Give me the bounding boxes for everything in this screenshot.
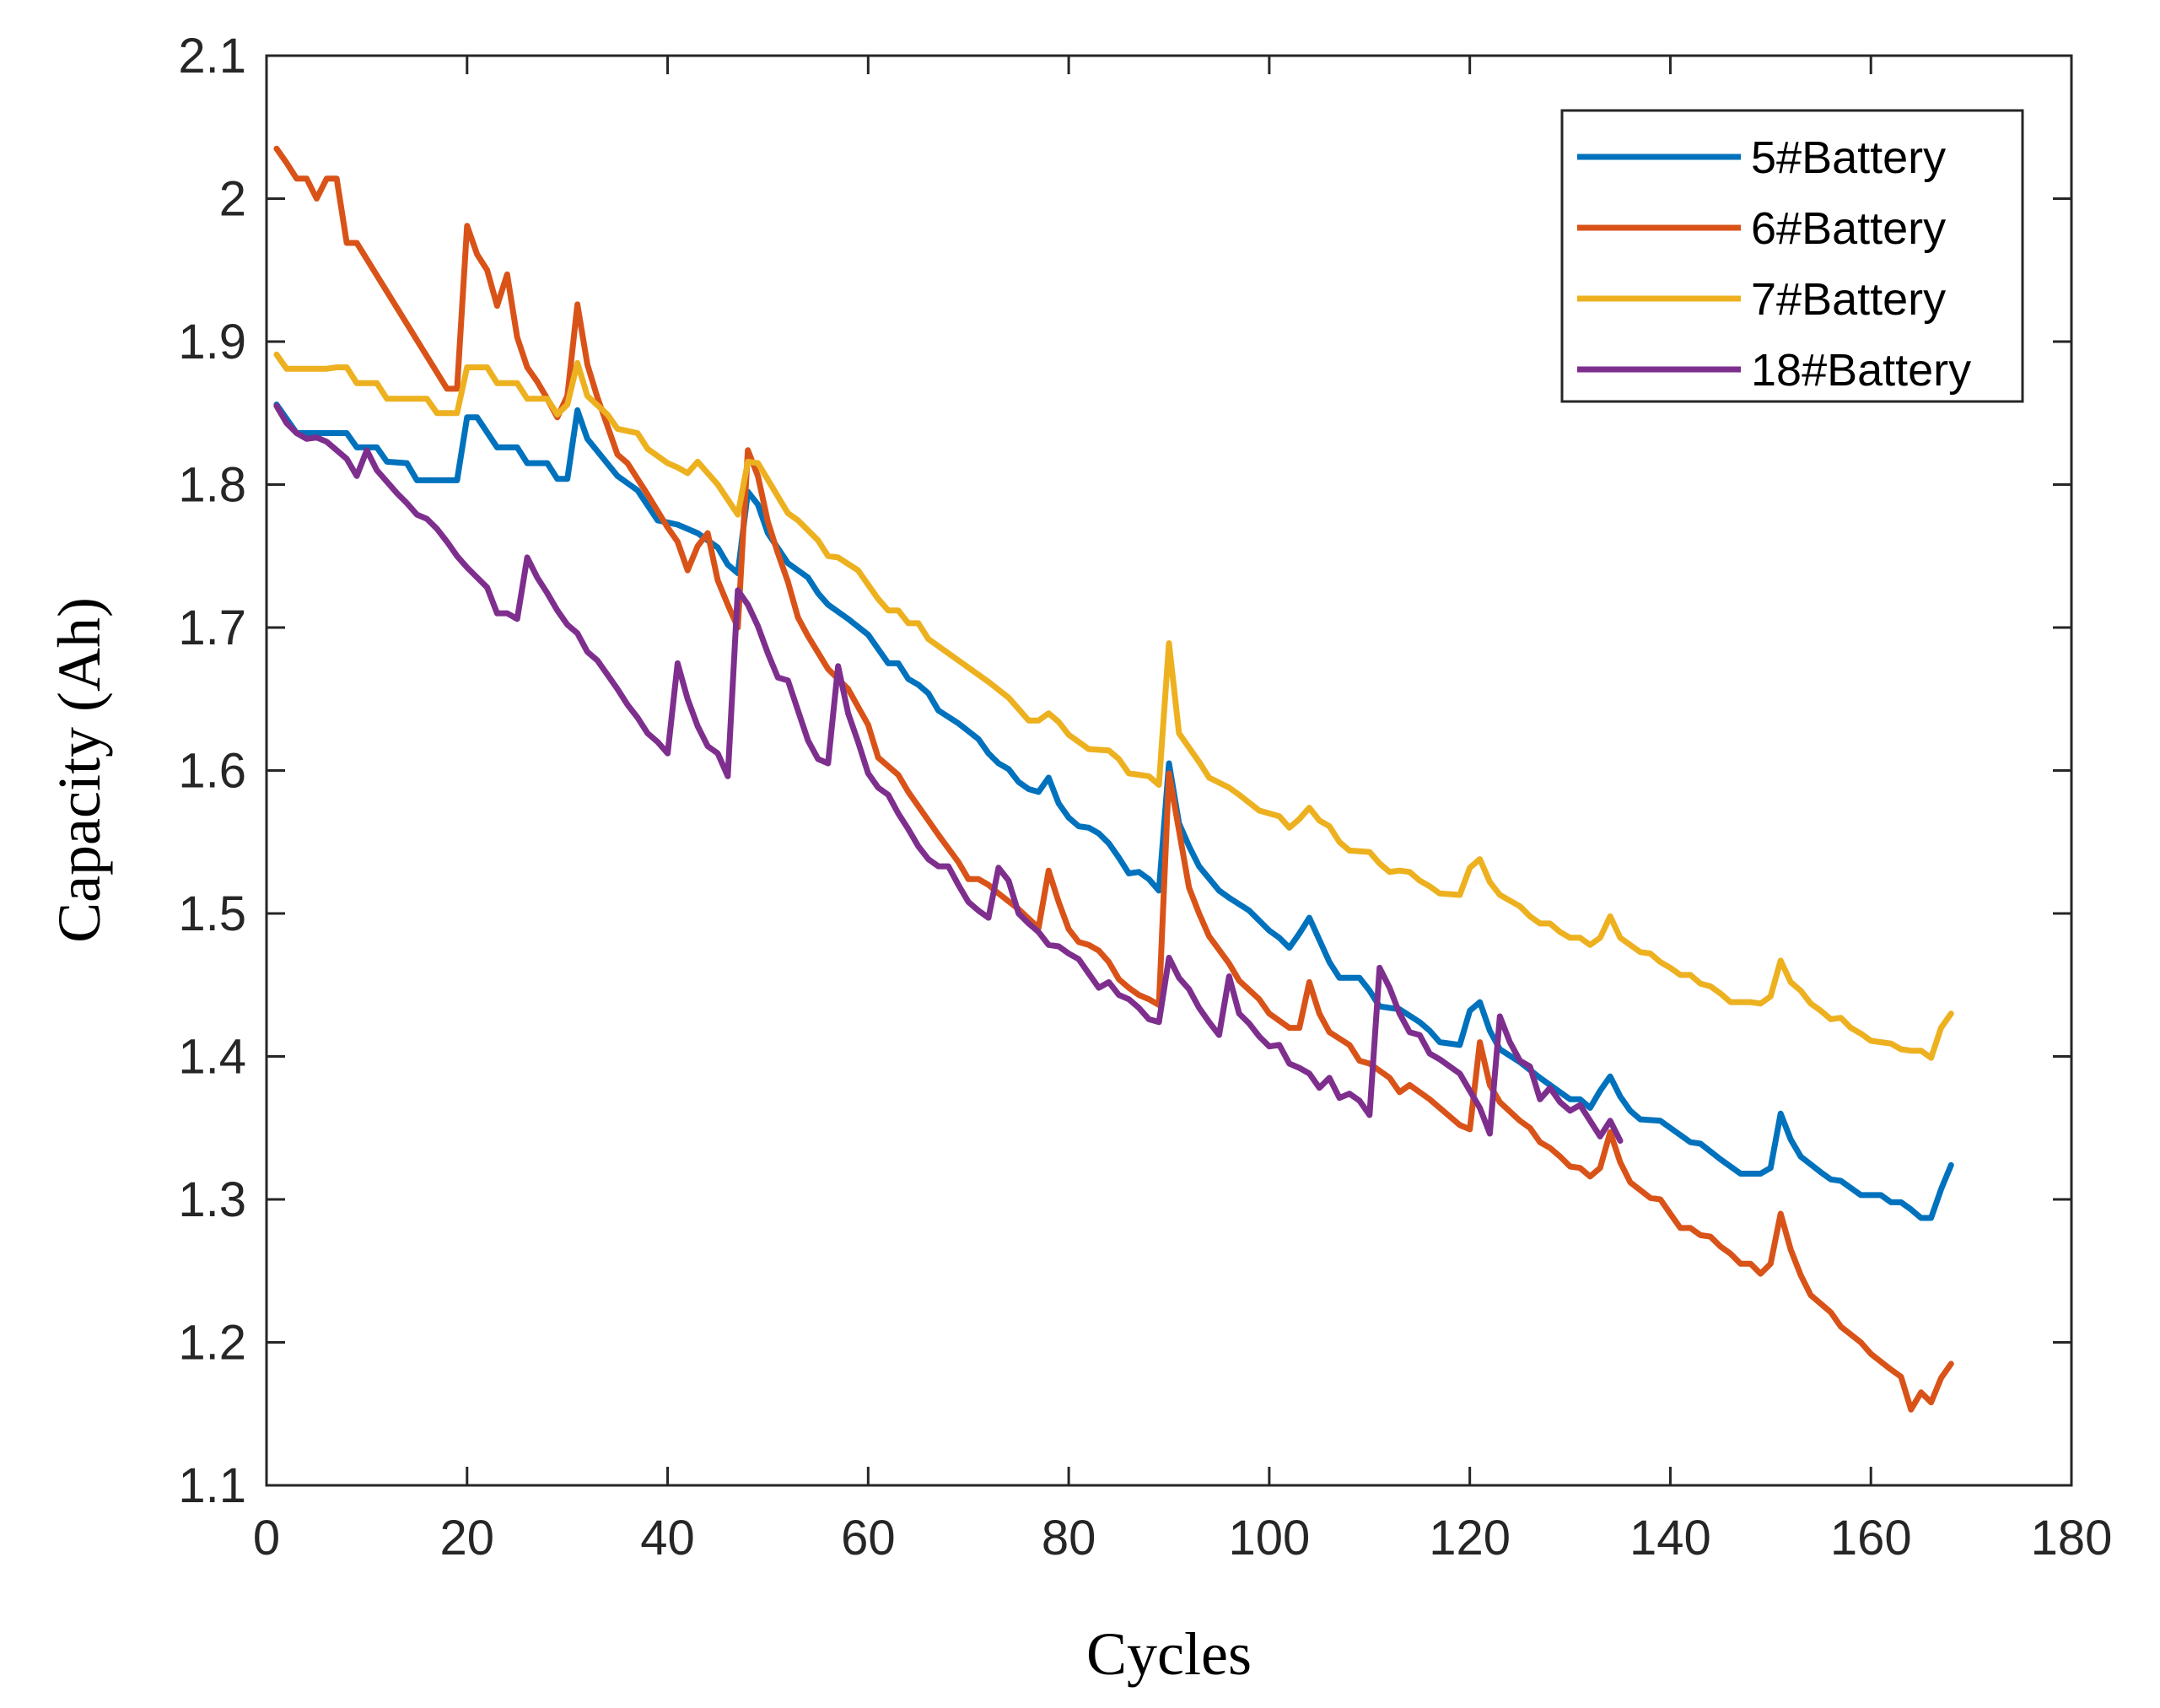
y-tick-label: 1.9 [178, 315, 246, 369]
x-tick-label: 140 [1629, 1511, 1711, 1565]
y-tick-label: 1.8 [178, 458, 246, 513]
legend-label: 7#Battery [1751, 274, 1946, 325]
series-line-18-battery [273, 402, 1624, 1144]
x-tick-label: 60 [841, 1511, 896, 1565]
x-tick-label: 20 [440, 1511, 495, 1565]
x-tick-label: 120 [1429, 1511, 1511, 1565]
y-tick-label: 1.7 [178, 601, 246, 655]
legend-label: 18#Battery [1751, 345, 1971, 396]
y-tick-label: 1.1 [178, 1458, 246, 1513]
series-line-7-battery [273, 351, 1954, 1061]
series-line-6-battery [273, 145, 1954, 1413]
legend-label: 5#Battery [1751, 132, 1946, 183]
series-layer [273, 145, 1954, 1413]
series-line-5-battery [273, 401, 1954, 1221]
x-axis-title: Cycles [1086, 1620, 1252, 1688]
y-axis-title: Capacity (Ah) [46, 597, 113, 943]
legend: 5#Battery 6#Battery 7#Battery 18#Battery [1560, 109, 2024, 403]
x-axis-ticks: 0 20 40 60 80 100 120 140 160 180 [253, 56, 2113, 1565]
x-tick-label: 160 [1830, 1511, 1912, 1565]
x-tick-label: 0 [253, 1511, 280, 1565]
y-tick-label: 1.6 [178, 744, 246, 799]
y-tick-label: 2 [219, 172, 246, 227]
y-tick-label: 1.4 [178, 1030, 246, 1085]
y-tick-label: 1.5 [178, 886, 246, 941]
y-tick-label: 1.2 [178, 1316, 246, 1371]
x-tick-label: 40 [640, 1511, 695, 1565]
x-tick-label: 180 [2031, 1511, 2113, 1565]
x-tick-label: 80 [1042, 1511, 1096, 1565]
y-tick-label: 2.1 [178, 29, 246, 84]
y-tick-label: 1.3 [178, 1172, 246, 1227]
x-tick-label: 100 [1228, 1511, 1310, 1565]
legend-label: 6#Battery [1751, 203, 1946, 254]
y-axis-ticks: 1.1 1.2 1.3 1.4 1.5 1.6 1.7 1.8 1.9 2 2.1 [178, 29, 2071, 1513]
